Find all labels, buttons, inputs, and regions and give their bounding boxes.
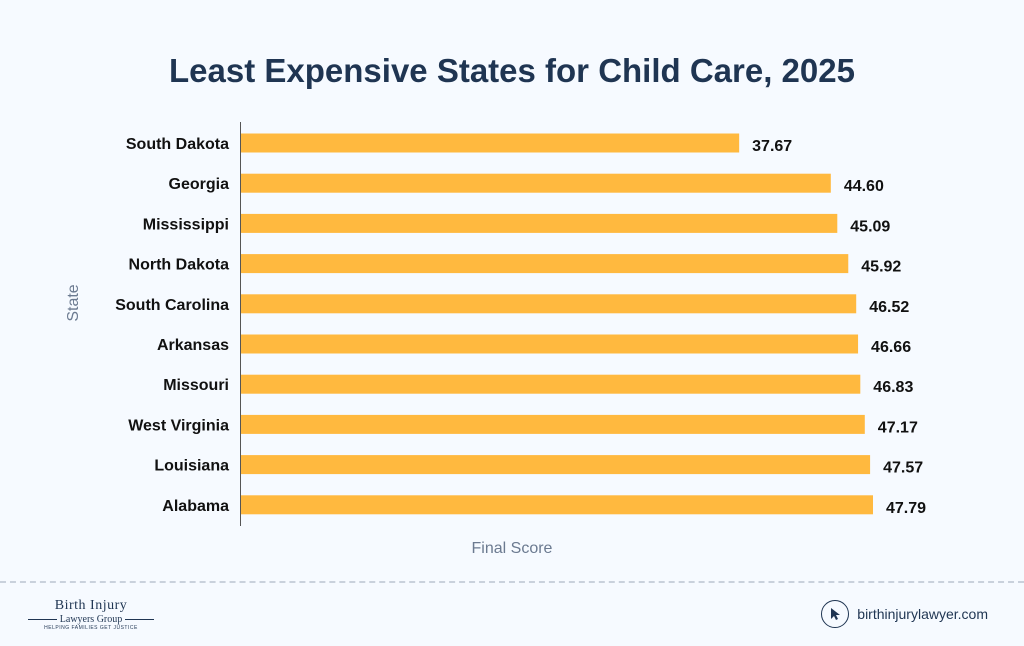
brand-logo: Birth Injury Lawyers Group HELPING FAMIL… bbox=[28, 598, 155, 631]
bar-chart: South Dakota 37.67 Georgia 44.60 Mississippi… bbox=[65, 122, 926, 557]
bar bbox=[241, 173, 831, 193]
footer-divider bbox=[0, 581, 1024, 583]
category-label: Louisiana bbox=[154, 458, 229, 475]
chart-title: Least Expensive States for Child Care, 2… bbox=[169, 52, 855, 89]
bar bbox=[241, 495, 873, 515]
value-label: 46.83 bbox=[873, 379, 913, 396]
category-label: South Carolina bbox=[115, 297, 229, 314]
value-label: 46.66 bbox=[871, 339, 911, 356]
value-label: 45.09 bbox=[850, 218, 890, 235]
website-text: birthinjurylawyer.com bbox=[857, 606, 988, 622]
bar bbox=[241, 213, 838, 233]
logo-line1: Birth Injury bbox=[54, 598, 128, 613]
website-link[interactable]: birthinjurylawyer.com bbox=[821, 600, 988, 628]
bar bbox=[241, 294, 857, 314]
bar bbox=[241, 254, 849, 274]
bar bbox=[241, 455, 871, 475]
y-axis-label: State bbox=[65, 284, 82, 321]
value-label: 37.67 bbox=[752, 138, 792, 155]
logo-line2: Lawyers Group bbox=[59, 614, 123, 625]
bar bbox=[241, 374, 861, 394]
value-label: 47.79 bbox=[886, 500, 926, 517]
category-label: Georgia bbox=[169, 176, 230, 193]
x-axis-label: Final Score bbox=[472, 540, 553, 557]
category-label: Arkansas bbox=[157, 337, 229, 354]
category-label: West Virginia bbox=[128, 417, 229, 434]
bar bbox=[241, 414, 865, 434]
value-label: 45.92 bbox=[861, 259, 901, 276]
bar bbox=[241, 334, 859, 354]
category-label: Mississippi bbox=[143, 216, 229, 233]
value-label: 44.60 bbox=[844, 178, 884, 195]
logo-tagline: HELPING FAMILIES GET JUSTICE bbox=[44, 625, 138, 631]
category-label: South Dakota bbox=[126, 136, 229, 153]
cursor-icon bbox=[821, 600, 850, 628]
bar bbox=[241, 133, 740, 153]
value-label: 46.52 bbox=[869, 299, 909, 316]
value-label: 47.17 bbox=[878, 419, 918, 436]
value-label: 47.57 bbox=[883, 460, 923, 477]
category-label: North Dakota bbox=[129, 257, 230, 274]
category-label: Missouri bbox=[163, 377, 229, 394]
category-label: Alabama bbox=[162, 498, 229, 515]
